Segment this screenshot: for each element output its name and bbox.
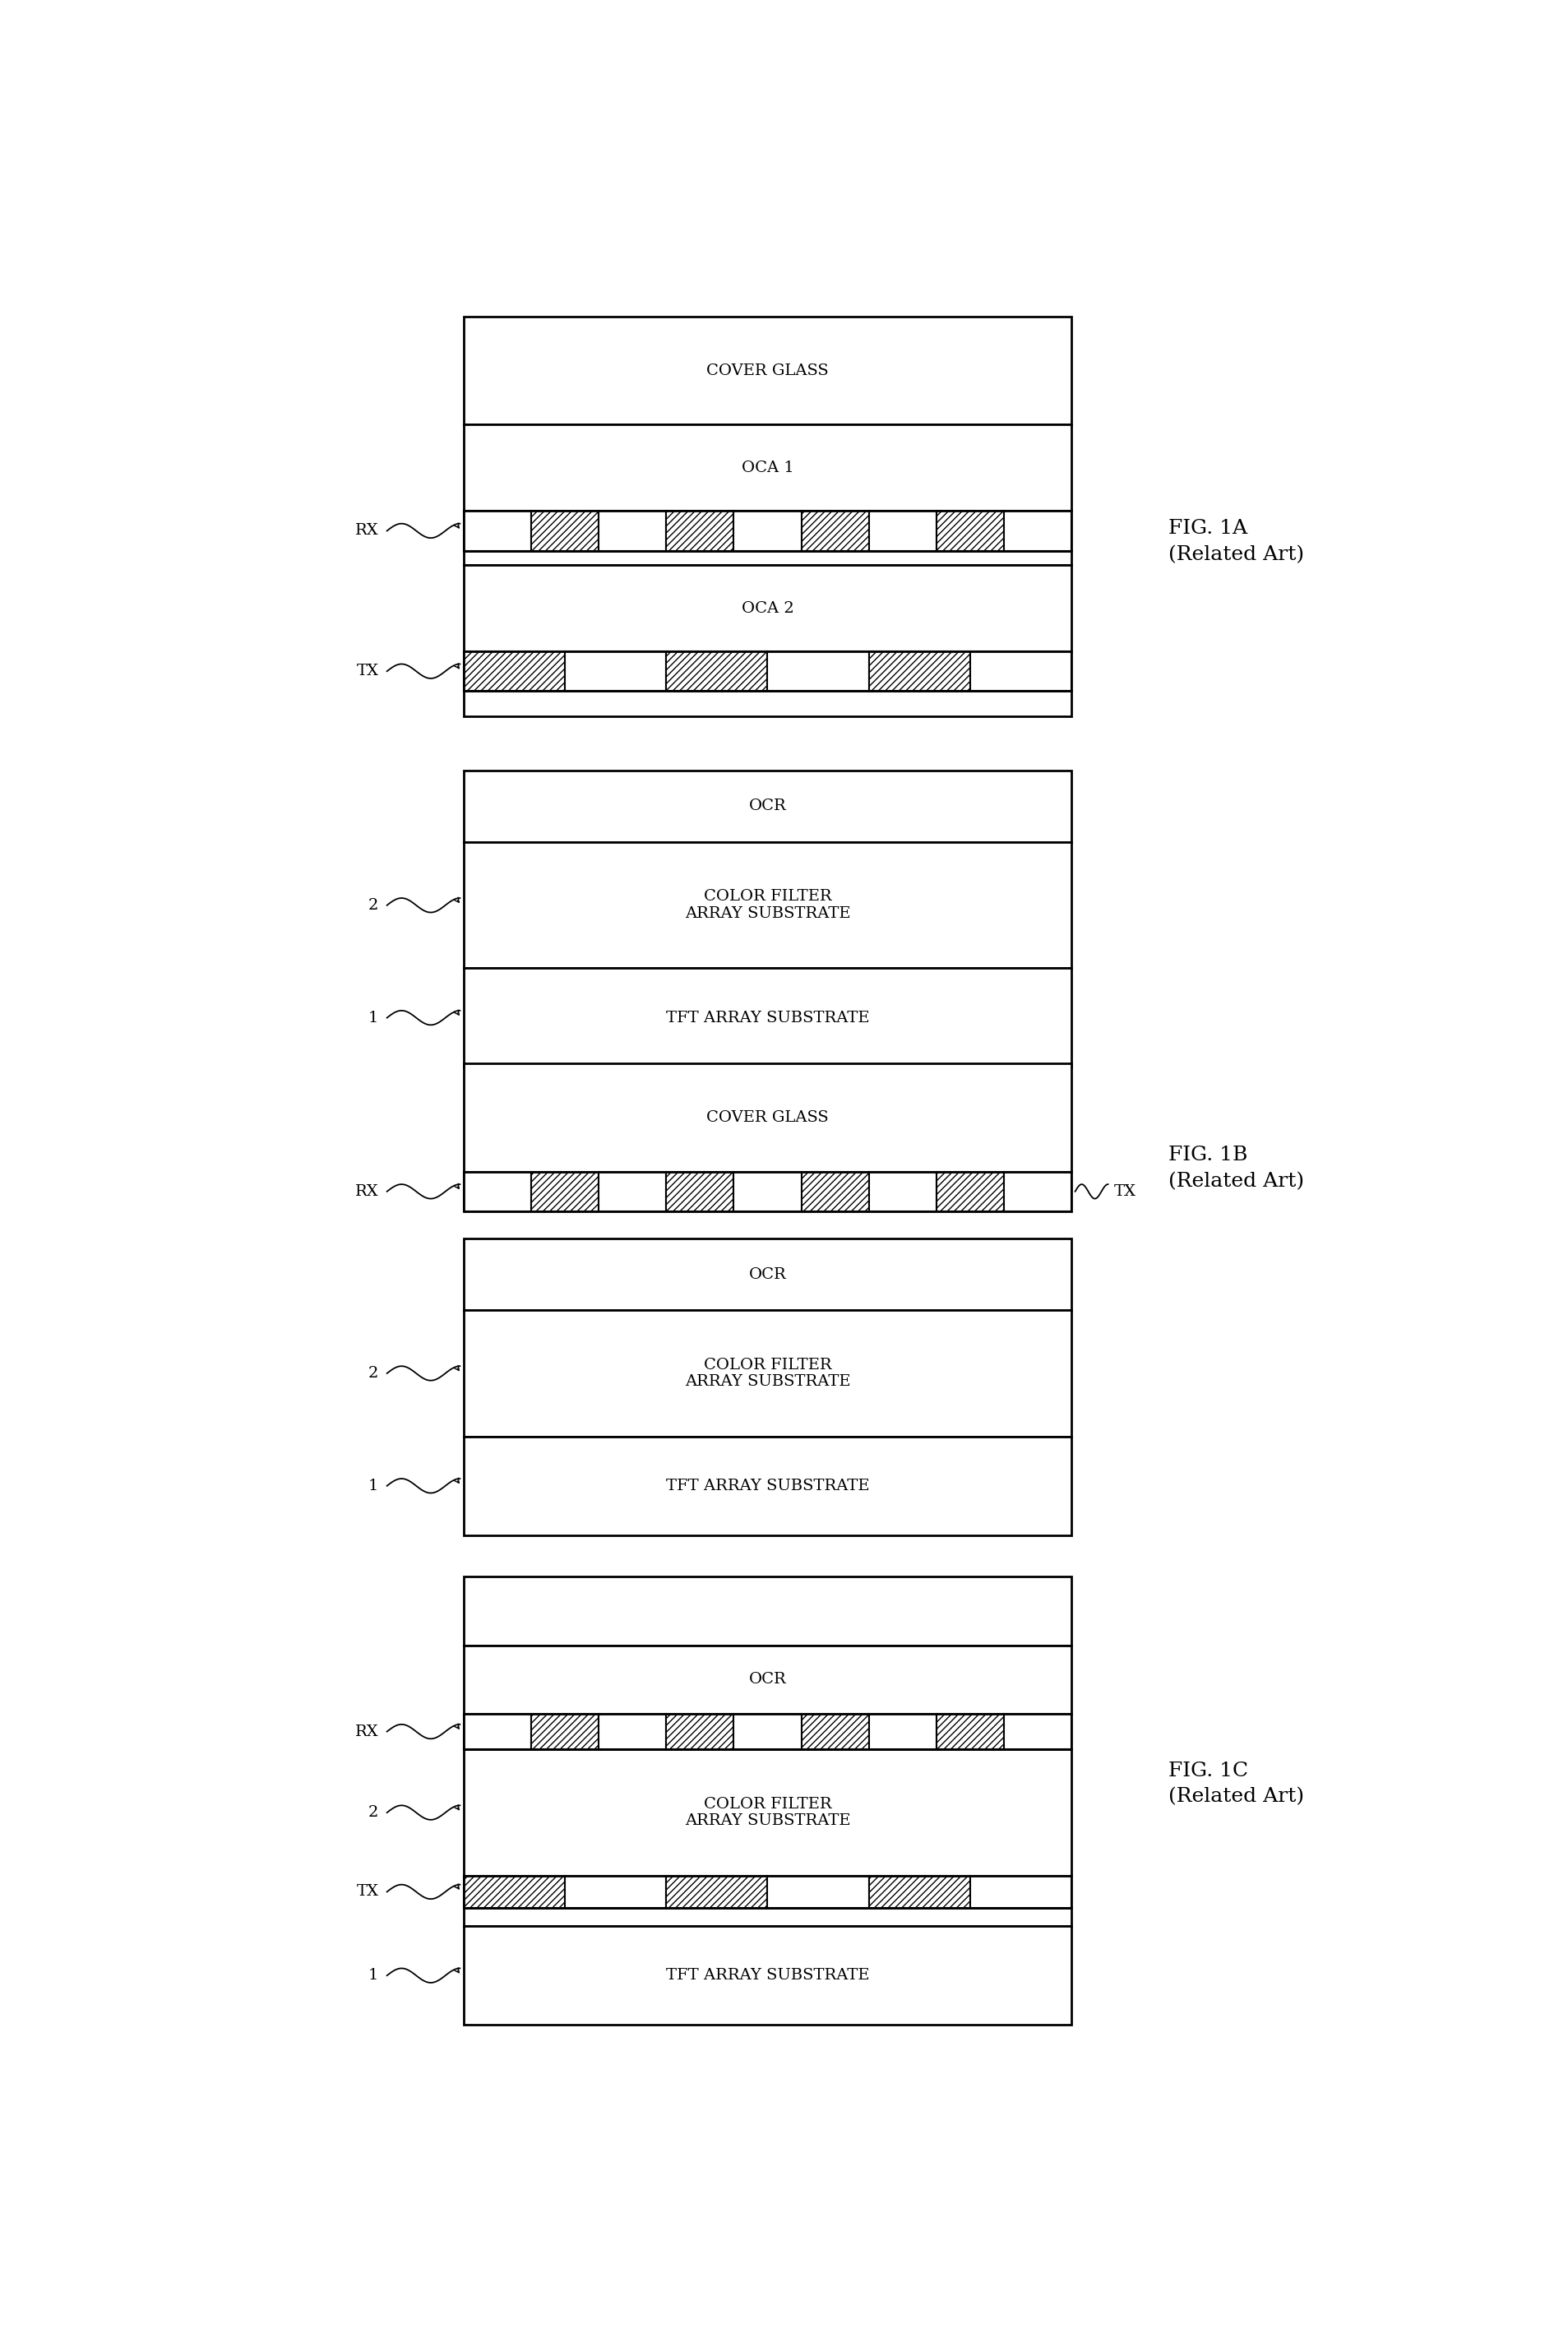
Bar — [1004, 1171, 1071, 1211]
Bar — [1004, 512, 1071, 552]
Bar — [869, 1875, 969, 1908]
Bar — [464, 1749, 1071, 1875]
Bar — [666, 1875, 767, 1908]
Text: TX: TX — [356, 664, 378, 678]
Bar — [936, 512, 1004, 552]
Text: COLOR FILTER
ARRAY SUBSTRATE: COLOR FILTER ARRAY SUBSTRATE — [684, 1358, 850, 1389]
Text: RX: RX — [354, 1183, 378, 1199]
Text: TX: TX — [356, 1884, 378, 1898]
Bar — [666, 652, 767, 692]
Text: OCR: OCR — [748, 1672, 786, 1686]
Bar — [564, 1875, 666, 1908]
Bar — [801, 1171, 869, 1211]
Bar — [464, 968, 1071, 1066]
Bar — [464, 1927, 1071, 2025]
Bar — [599, 1714, 666, 1749]
Bar — [666, 1171, 734, 1211]
Bar — [666, 512, 734, 552]
Bar — [969, 652, 1071, 692]
Bar — [464, 1875, 1071, 1908]
Text: FIG. 1C
(Related Art): FIG. 1C (Related Art) — [1168, 1761, 1305, 1807]
Bar — [532, 512, 599, 552]
Bar — [464, 1309, 1071, 1436]
Text: OCR: OCR — [748, 1267, 786, 1281]
Bar — [767, 652, 869, 692]
Bar — [869, 512, 936, 552]
Bar — [969, 1875, 1071, 1908]
Bar — [734, 1714, 801, 1749]
Text: FIG. 1B
(Related Art): FIG. 1B (Related Art) — [1168, 1146, 1305, 1190]
Bar — [599, 1171, 666, 1211]
Bar — [464, 566, 1071, 652]
Bar — [734, 512, 801, 552]
Bar — [869, 1171, 936, 1211]
Bar — [936, 1171, 1004, 1211]
Text: TFT ARRAY SUBSTRATE: TFT ARRAY SUBSTRATE — [665, 1478, 869, 1494]
Bar — [464, 1714, 1071, 1749]
Bar — [666, 1714, 734, 1749]
Bar — [869, 652, 969, 692]
Bar — [464, 692, 1071, 715]
Bar — [464, 1064, 1071, 1171]
Bar — [464, 1908, 1071, 1927]
Text: 1: 1 — [368, 1010, 378, 1024]
Text: OCR: OCR — [748, 800, 786, 814]
Bar — [464, 652, 564, 692]
Text: RX: RX — [354, 1723, 378, 1739]
Bar — [464, 1576, 1071, 1646]
Bar — [734, 1171, 801, 1211]
Bar — [464, 512, 1071, 552]
Text: TFT ARRAY SUBSTRATE: TFT ARRAY SUBSTRATE — [665, 1010, 869, 1024]
Text: RX: RX — [354, 524, 378, 538]
Text: OCA 2: OCA 2 — [742, 601, 793, 615]
Bar — [801, 1714, 869, 1749]
Bar — [464, 842, 1071, 968]
Bar — [936, 1714, 1004, 1749]
Bar — [464, 316, 1071, 426]
Bar — [464, 1171, 532, 1211]
Text: TFT ARRAY SUBSTRATE: TFT ARRAY SUBSTRATE — [665, 1969, 869, 1983]
Bar — [564, 652, 666, 692]
Bar — [801, 512, 869, 552]
Bar — [869, 1714, 936, 1749]
Text: FIG. 1A
(Related Art): FIG. 1A (Related Art) — [1168, 519, 1305, 563]
Text: 2: 2 — [368, 898, 378, 912]
Bar — [464, 769, 1071, 842]
Bar — [464, 1171, 1071, 1211]
Bar — [464, 1714, 532, 1749]
Bar — [464, 1646, 1071, 1714]
Bar — [599, 512, 666, 552]
Text: COVER GLASS: COVER GLASS — [706, 1111, 828, 1125]
Bar — [464, 512, 532, 552]
Text: COVER GLASS: COVER GLASS — [706, 362, 828, 379]
Text: 2: 2 — [368, 1365, 378, 1382]
Text: 1: 1 — [368, 1969, 378, 1983]
Bar — [464, 426, 1071, 512]
Text: OCA 1: OCA 1 — [742, 461, 793, 475]
Text: 1: 1 — [368, 1478, 378, 1494]
Bar — [532, 1714, 599, 1749]
Bar — [532, 1171, 599, 1211]
Bar — [767, 1875, 869, 1908]
Bar — [464, 1239, 1071, 1309]
Bar — [464, 552, 1071, 566]
Bar — [1004, 1714, 1071, 1749]
Bar — [464, 1436, 1071, 1536]
Text: COLOR FILTER
ARRAY SUBSTRATE: COLOR FILTER ARRAY SUBSTRATE — [684, 888, 850, 921]
Text: COLOR FILTER
ARRAY SUBSTRATE: COLOR FILTER ARRAY SUBSTRATE — [684, 1796, 850, 1828]
Bar — [464, 1875, 564, 1908]
Bar — [464, 652, 1071, 692]
Text: TX: TX — [1113, 1183, 1135, 1199]
Text: 2: 2 — [368, 1805, 378, 1819]
